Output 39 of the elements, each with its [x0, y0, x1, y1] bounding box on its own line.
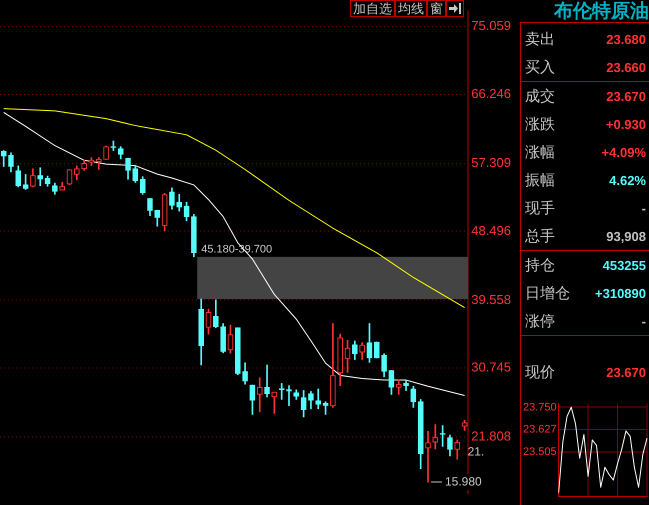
y-tick-label: 23.505 — [522, 446, 557, 458]
text: 453255 — [602, 258, 646, 272]
category-label: 涨停 — [525, 312, 555, 330]
text: - — [642, 200, 646, 216]
y-tick-label: 23.627 — [522, 424, 557, 436]
text: 23.680 — [606, 32, 646, 46]
y-tick-label: 21.808 — [471, 428, 512, 444]
y-tick-label: 39.558 — [471, 292, 512, 307]
text: - — [642, 314, 646, 328]
category-label: 持仓 — [525, 256, 555, 274]
category-label: 振幅 — [525, 170, 555, 190]
text: 93,908 — [606, 228, 646, 244]
category-label: 总手 — [525, 226, 555, 246]
text: 23.670 — [606, 364, 646, 380]
annotation: 加自选 — [350, 0, 395, 17]
y-tick-label: 30.745 — [471, 360, 512, 375]
category-label: 现手 — [525, 198, 555, 218]
category-label: 卖出 — [525, 30, 555, 48]
text: 4.62% — [609, 172, 646, 188]
y-tick-label: 48.496 — [471, 222, 512, 238]
y-tick-label: 66.246 — [471, 86, 512, 101]
y-tick-label: 57.309 — [471, 154, 512, 170]
text: 布伦特原油 — [552, 0, 649, 22]
y-tick-label: 23.750 — [522, 401, 557, 414]
text: 23.660 — [606, 60, 646, 74]
annotation: 15.980 — [445, 474, 482, 488]
category-label: 买入 — [525, 58, 555, 76]
text: +0.930 — [606, 116, 646, 132]
y-tick-label: 75.059 — [471, 18, 512, 33]
category-label: 日增仓 — [525, 284, 570, 302]
annotation: 窗 — [427, 0, 446, 17]
text: 23.670 — [606, 88, 646, 104]
category-label: 涨跌 — [525, 114, 555, 134]
category-label: 成交 — [525, 86, 555, 106]
text: +4.09% — [602, 144, 646, 160]
category-label: 涨幅 — [525, 142, 555, 162]
text: +310890 — [595, 286, 646, 300]
annotation: 均线 — [395, 0, 427, 17]
category-label: 现价 — [525, 362, 555, 382]
